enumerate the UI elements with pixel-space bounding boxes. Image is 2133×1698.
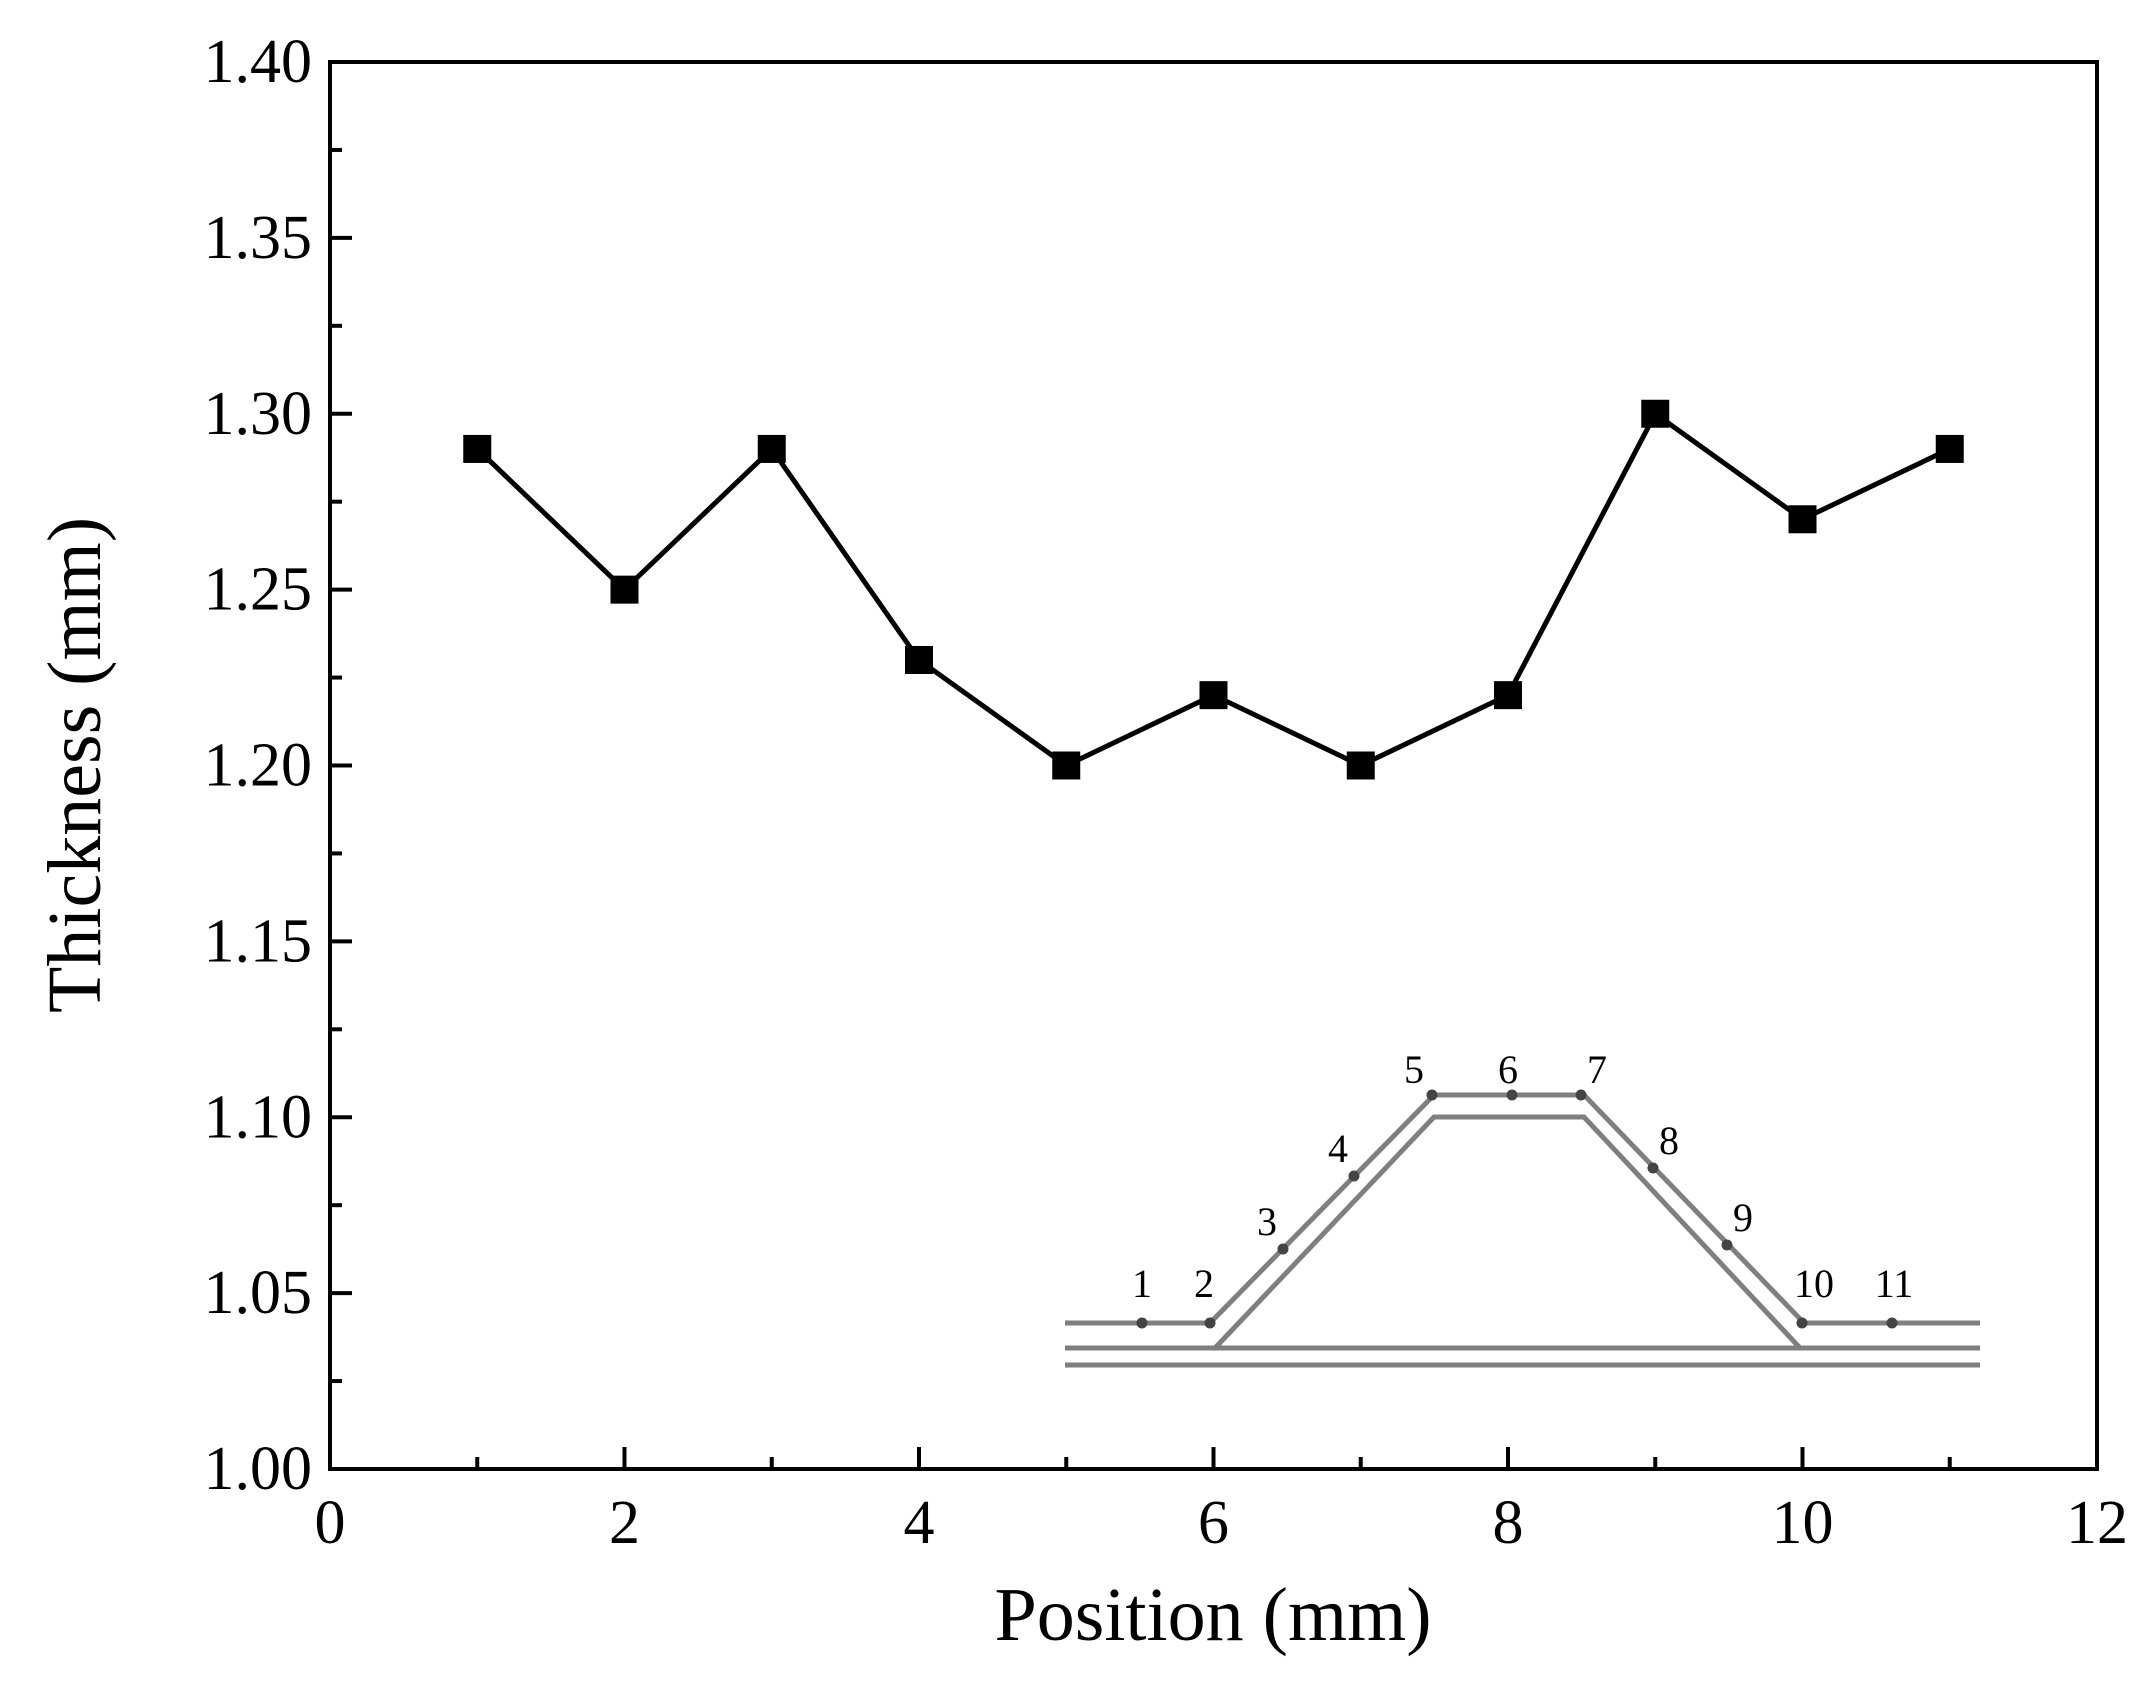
inset-point-dot	[1647, 1162, 1659, 1174]
y-tick-label: 1.25	[204, 556, 313, 624]
hat-profile-inset: 1 23 4 5 6 7 8 9 10 11	[1065, 1047, 1980, 1368]
data-point-marker	[905, 645, 933, 674]
x-tick-label: 2	[609, 1489, 640, 1557]
x-axis-tick-labels: 0 2 4 6 8 10 12	[315, 1489, 2129, 1557]
x-axis-title: Position (mm)	[994, 1573, 1431, 1657]
plot-frame	[328, 60, 2099, 1471]
inset-point-dot	[1575, 1089, 1587, 1101]
y-tick-label: 1.15	[204, 907, 313, 975]
inset-point-dot	[1796, 1317, 1808, 1329]
inset-point-label: 11	[1875, 1261, 1914, 1306]
y-tick-label: 1.00	[204, 1435, 313, 1503]
data-point-marker	[1935, 434, 1964, 463]
inset-measurement-points: 1 23 4 5 6 7 8 9 10 11	[1132, 1047, 1913, 1329]
y-tick-label: 1.20	[204, 732, 313, 800]
inset-point-label: 10	[1794, 1261, 1834, 1306]
inset-point-dot	[1136, 1317, 1148, 1329]
inset-point-label: 3	[1257, 1199, 1277, 1244]
y-tick-label: 1.05	[204, 1259, 313, 1327]
inset-point-label: 9	[1733, 1195, 1753, 1240]
y-axis-title: Thickness (mm)	[33, 517, 117, 1013]
data-point-marker	[463, 434, 492, 463]
data-point-marker	[1052, 751, 1081, 780]
inset-point-dot	[1886, 1317, 1898, 1329]
inset-point-label: 1	[1132, 1261, 1152, 1306]
inset-point-label: 8	[1659, 1118, 1679, 1163]
x-axis-ticks	[328, 1447, 2099, 1469]
x-tick-label: 0	[315, 1489, 346, 1557]
inset-point-dot	[1426, 1089, 1438, 1101]
inset-point-dot	[1721, 1239, 1733, 1251]
x-tick-label: 8	[1493, 1489, 1524, 1557]
x-tick-label: 6	[1198, 1489, 1229, 1557]
inset-point-label: 7	[1587, 1047, 1607, 1092]
y-tick-label: 1.30	[204, 380, 313, 448]
x-tick-label: 10	[1772, 1489, 1834, 1557]
y-tick-label: 1.40	[204, 28, 313, 96]
y-axis-ticks	[330, 60, 352, 1471]
data-point-marker	[610, 575, 639, 604]
inset-point-dot	[1277, 1243, 1289, 1255]
inset-inner-profile	[1213, 1114, 1802, 1350]
inset-point-label: 4	[1328, 1126, 1348, 1171]
thickness-series	[463, 399, 1964, 780]
inset-point-dot	[1348, 1170, 1360, 1182]
data-point-marker	[1788, 505, 1817, 534]
inset-point-dot	[1506, 1089, 1518, 1101]
inset-point-label: 2	[1194, 1261, 1214, 1306]
data-point-marker	[1346, 751, 1375, 780]
inset-point-label: 5	[1404, 1047, 1424, 1092]
series-line	[475, 410, 1951, 769]
inset-point-dot	[1204, 1317, 1216, 1329]
data-point-marker	[1494, 681, 1522, 710]
x-tick-label: 4	[904, 1489, 935, 1557]
y-tick-label: 1.35	[204, 204, 313, 272]
y-axis-tick-labels: 1.00 1.05 1.10 1.15 1.20 1.25 1.30 1.35 1.40	[204, 28, 313, 1503]
x-tick-label: 12	[2066, 1489, 2128, 1557]
data-point-marker	[1641, 399, 1670, 428]
y-tick-label: 1.10	[204, 1083, 313, 1151]
data-point-marker	[1199, 681, 1228, 710]
inset-point-label: 6	[1498, 1047, 1518, 1092]
data-point-marker	[757, 434, 786, 463]
